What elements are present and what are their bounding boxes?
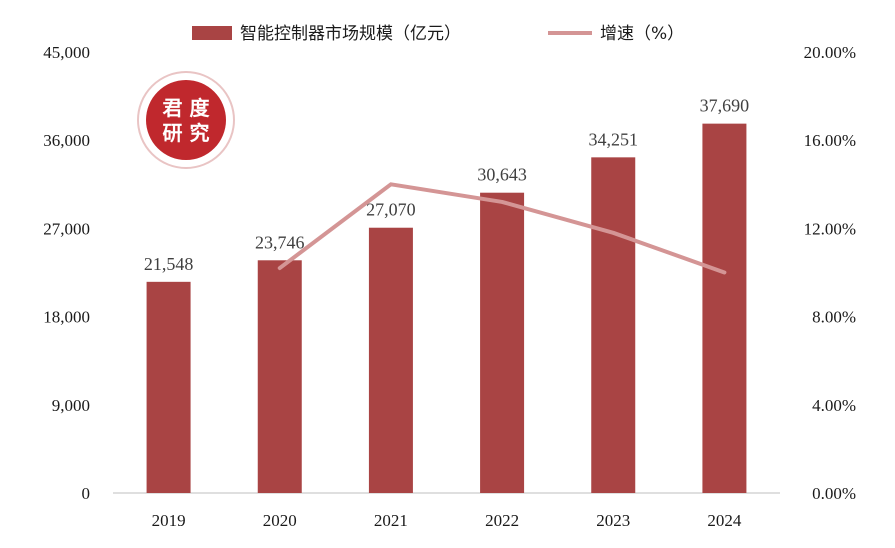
x-axis-tick-label: 2019	[152, 511, 186, 530]
left-axis-tick-label: 45,000	[43, 43, 90, 62]
legend-swatch-bar	[192, 26, 232, 40]
bar	[257, 260, 302, 493]
bar-data-label: 21,548	[144, 254, 194, 274]
svg-text:研 究: 研 究	[163, 121, 210, 145]
bar	[591, 157, 636, 493]
x-axis-tick-label: 2020	[263, 511, 297, 530]
left-axis-tick-label: 18,000	[43, 308, 90, 327]
right-axis-tick-label: 0.00%	[812, 484, 856, 503]
svg-text:君 度: 君 度	[163, 96, 211, 120]
bar-data-label: 37,690	[700, 96, 750, 116]
legend-label-line: 增速（%）	[600, 24, 684, 44]
left-axis-tick-label: 9,000	[52, 396, 90, 415]
bar-series	[146, 123, 747, 494]
growth-line-series	[277, 182, 727, 275]
bar-data-labels: 21,548 23,746 27,070 30,643 34,251 37,690	[144, 96, 749, 274]
bar	[146, 281, 191, 493]
right-axis-tick-label: 16.00%	[804, 131, 856, 150]
bar-data-label: 23,746	[255, 232, 305, 252]
left-axis-tick-label: 36,000	[43, 131, 90, 150]
left-axis-tick-label: 0	[82, 484, 91, 503]
right-axis-tick-label: 12.00%	[804, 219, 856, 238]
legend: 智能控制器市场规模（亿元） 增速（%）	[192, 24, 684, 44]
bar-data-label: 30,643	[477, 165, 527, 185]
x-axis-tick-label: 2024	[707, 511, 742, 530]
bar	[480, 192, 525, 493]
bar	[702, 123, 747, 493]
right-axis-tick-label: 4.00%	[812, 396, 856, 415]
x-axis-tick-label: 2023	[596, 511, 630, 530]
x-axis-tick-label: 2021	[374, 511, 408, 530]
left-axis-tick-label: 27,000	[43, 219, 90, 238]
right-y-axis: 0.00% 4.00% 8.00% 12.00% 16.00% 20.00%	[804, 43, 856, 503]
growth-line	[277, 182, 727, 275]
bar	[368, 227, 413, 494]
legend-label-bar: 智能控制器市场规模（亿元）	[240, 24, 461, 44]
right-axis-tick-label: 8.00%	[812, 308, 856, 327]
x-axis-tick-label: 2022	[485, 511, 519, 530]
watermark-seal: 君 度 研 究	[137, 71, 235, 169]
bar-data-label: 34,251	[589, 129, 639, 149]
x-axis: 2019 2020 2021 2022 2023 2024	[113, 492, 780, 530]
left-y-axis: 0 9,000 18,000 27,000 36,000 45,000	[43, 43, 90, 503]
bar-data-label: 27,070	[366, 200, 416, 220]
right-axis-tick-label: 20.00%	[804, 43, 856, 62]
